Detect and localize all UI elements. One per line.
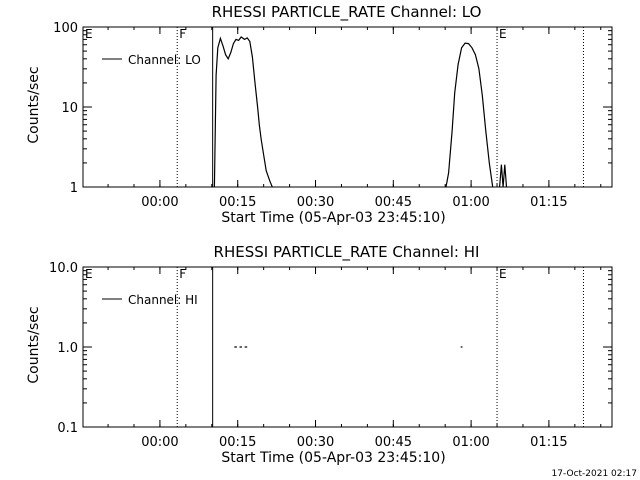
plot-frame (82, 26, 613, 188)
generation-timestamp: 17-Oct-2021 02:17 (552, 469, 637, 479)
series-line-segment (499, 164, 508, 188)
x-tick-label: 00:00 (141, 435, 178, 450)
series-line-segment (213, 36, 273, 188)
x-tick-label: 01:00 (452, 435, 489, 450)
x-axis-label: Start Time (05-Apr-03 23:45:10) (221, 210, 445, 226)
y-axis-label: Counts/sec (26, 66, 42, 143)
y-tick-label: 10 (61, 101, 78, 116)
legend: Channel: LO (102, 53, 201, 67)
event-marker-label: F (179, 27, 186, 41)
legend-entry: Channel: HI (128, 293, 198, 307)
x-tick-label: 00:15 (219, 195, 256, 210)
plot-frame (82, 266, 613, 428)
x-tick-label: 00:45 (375, 195, 412, 210)
x-axis: 00:00 00:15 00:30 00:45 01:00 01:15 (107, 27, 602, 210)
x-tick-label: 00:15 (219, 435, 256, 450)
y-axis: 1 10 100 (53, 21, 612, 196)
event-marker-label: F (179, 267, 186, 281)
y-tick-label: 10.0 (49, 261, 78, 276)
x-tick-label: 00:30 (297, 195, 334, 210)
y-tick-label: 1.0 (57, 341, 78, 356)
y-tick-label: 100 (53, 21, 78, 36)
x-tick-label: 00:30 (297, 435, 334, 450)
x-axis-label: Start Time (05-Apr-03 23:45:10) (221, 450, 445, 466)
chart-title: RHESSI PARTICLE_RATE Channel: LO (212, 3, 482, 22)
event-marker-label: E (85, 27, 93, 41)
chart-title: RHESSI PARTICLE_RATE Channel: HI (214, 243, 480, 262)
series-line-segment (445, 42, 494, 188)
event-marker-label: E (85, 267, 93, 281)
event-marker-label: E (499, 267, 507, 281)
x-tick-label: 01:15 (530, 435, 567, 450)
data-series (213, 36, 508, 188)
x-tick-label: 01:15 (530, 195, 567, 210)
x-tick-label: 00:00 (141, 195, 178, 210)
event-marker-label: E (499, 27, 507, 41)
x-tick-label: 00:45 (375, 435, 412, 450)
x-tick-label: 01:00 (452, 195, 489, 210)
y-axis-label: Counts/sec (26, 306, 42, 383)
x-axis: 00:00 00:15 00:30 00:45 01:00 01:15 (107, 267, 602, 450)
y-axis: 0.1 1.0 10.0 (49, 261, 612, 436)
legend-entry: Channel: LO (128, 53, 201, 67)
y-tick-label: 0.1 (57, 421, 78, 436)
y-tick-label: 1 (70, 181, 78, 196)
legend: Channel: HI (102, 293, 198, 307)
